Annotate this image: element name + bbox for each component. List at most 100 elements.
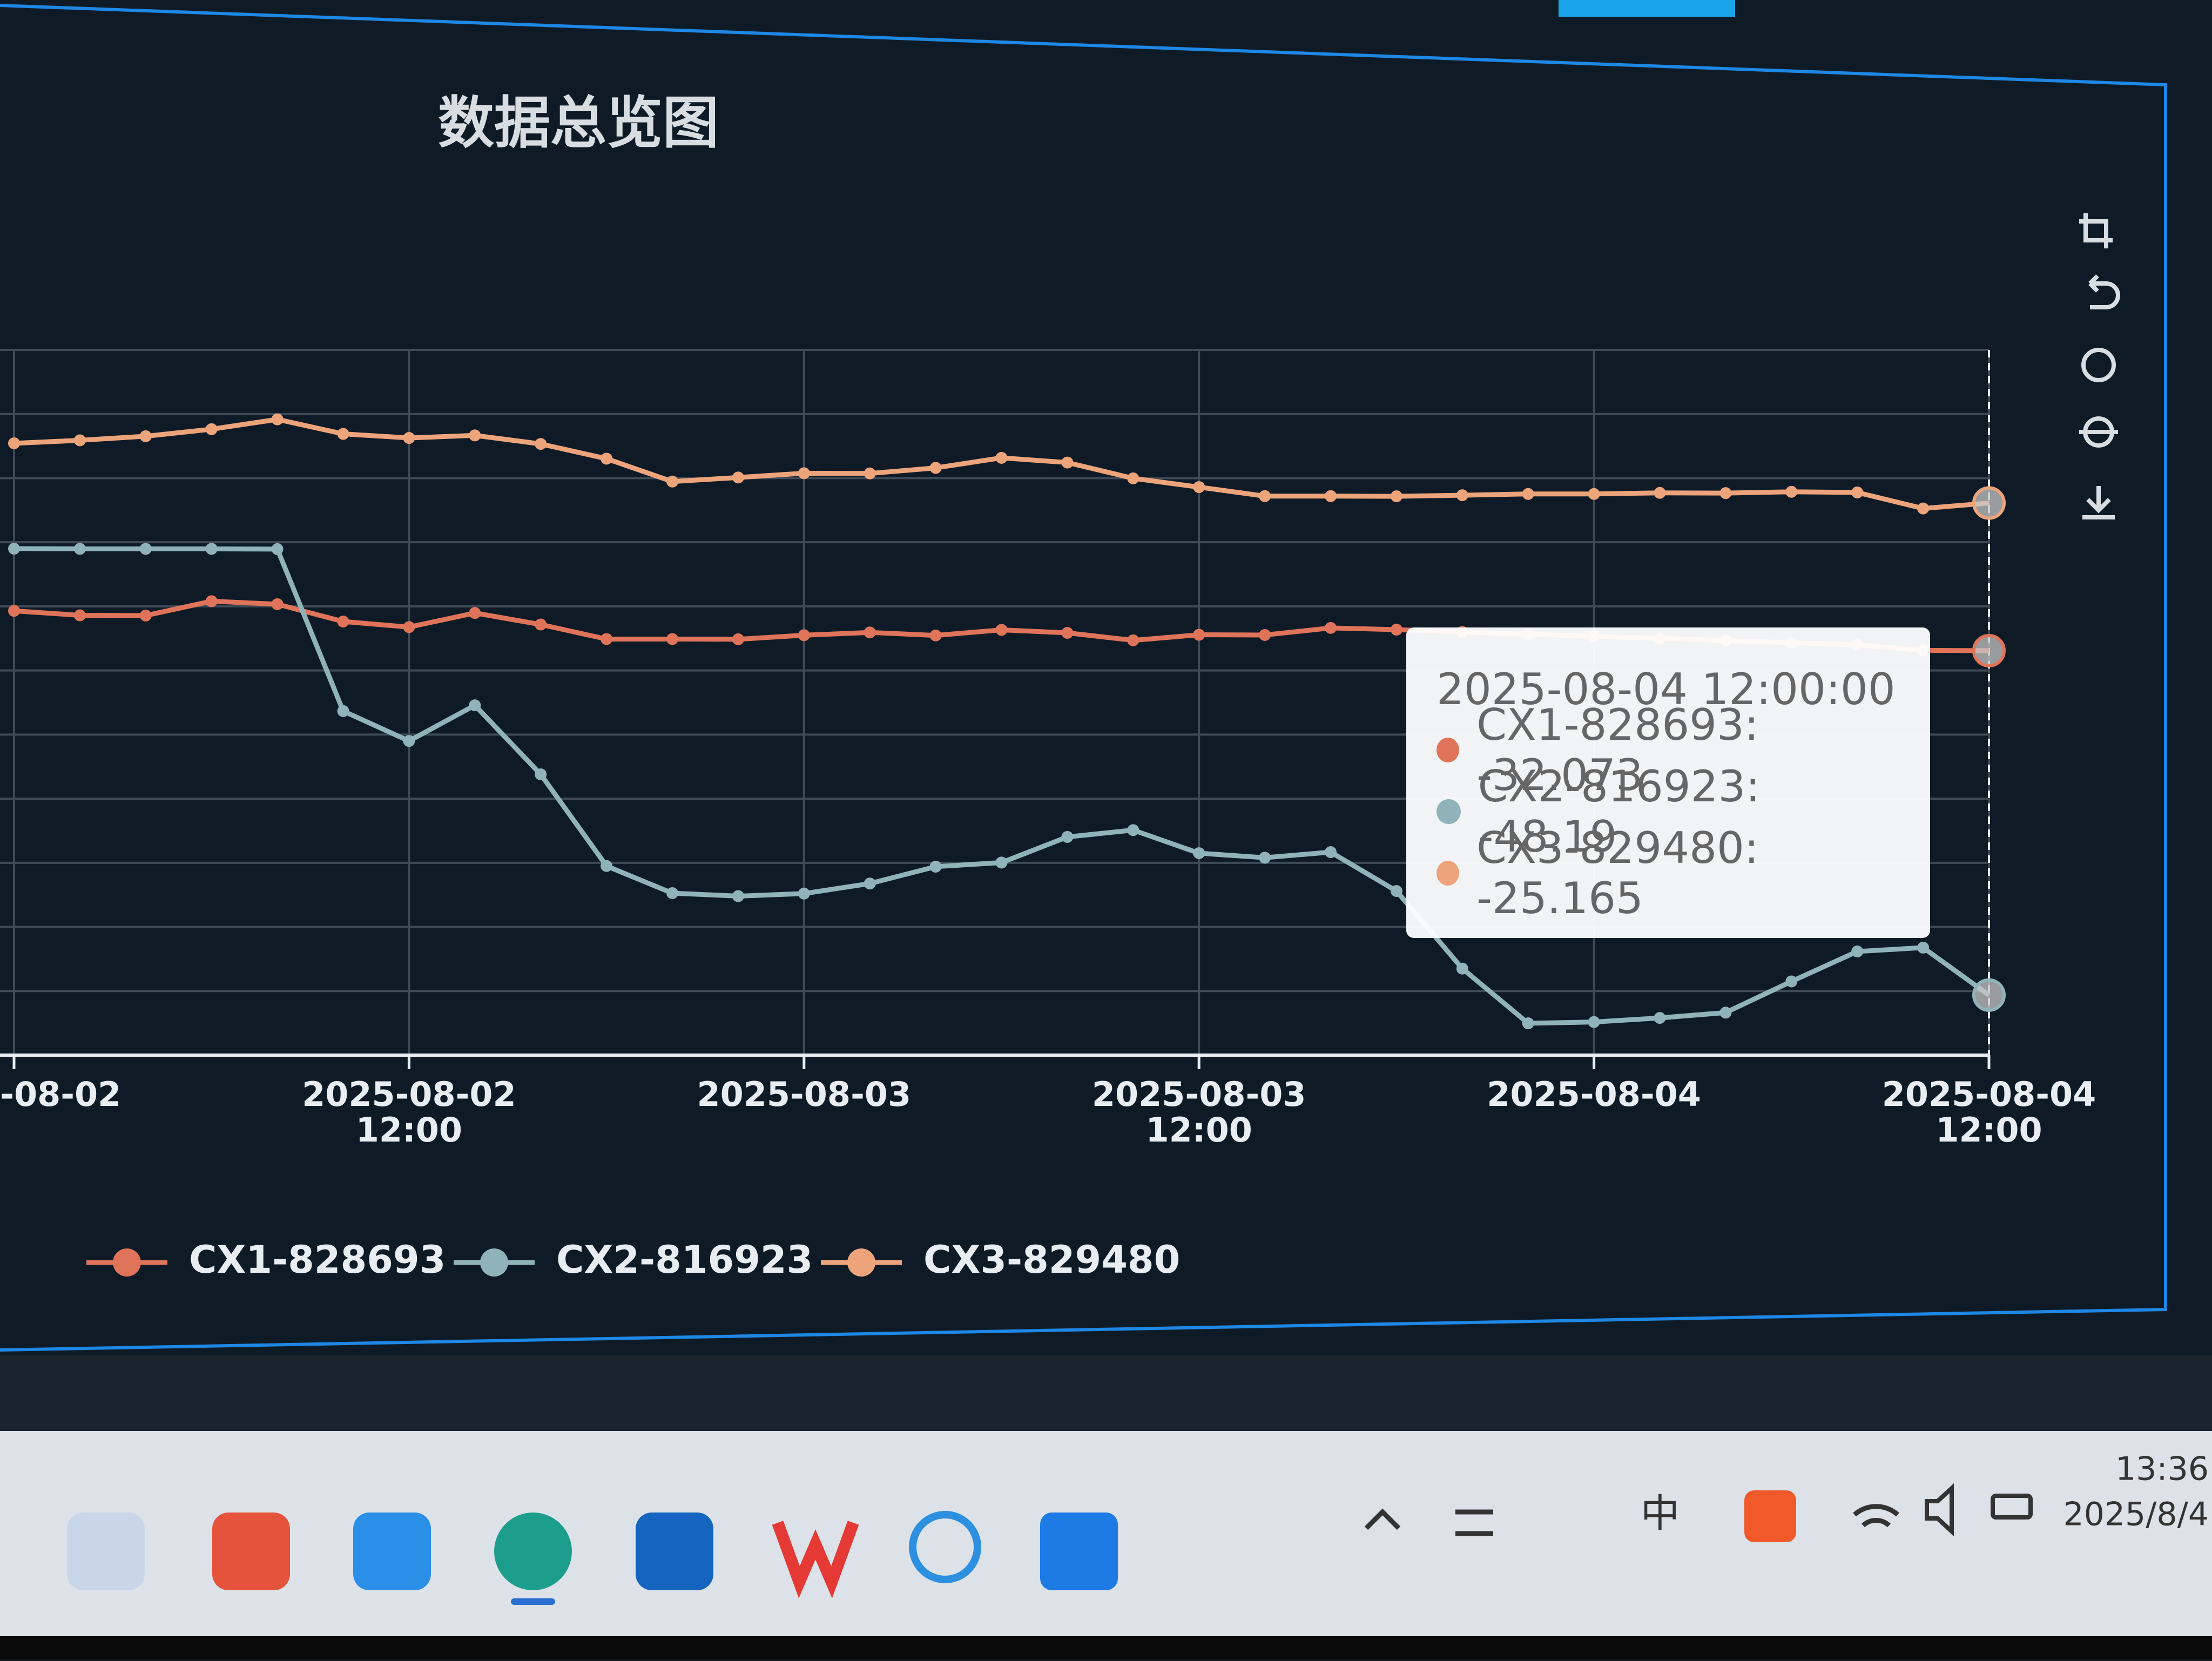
data-point [732, 471, 744, 484]
tray-battery[interactable] [1991, 1494, 2033, 1520]
data-point [205, 423, 218, 435]
data-point [1061, 830, 1074, 843]
data-point [1785, 485, 1798, 498]
data-point [1193, 629, 1205, 641]
toolbox-save[interactable] [2082, 486, 2115, 519]
data-point [1325, 622, 1337, 634]
data-point [601, 633, 613, 645]
data-point [732, 890, 744, 902]
legend-item[interactable]: CX2-816923 [454, 1238, 813, 1282]
data-point [864, 877, 876, 890]
tray-expand[interactable] [1364, 1508, 1401, 1530]
tooltip-row: CX2-816923: -48.19 [1437, 761, 1900, 862]
data-point [1193, 847, 1205, 860]
legend-item[interactable]: CX3-829480 [821, 1238, 1180, 1282]
app-icon[interactable] [909, 1511, 981, 1583]
toolbox [2079, 213, 2120, 519]
app-icon[interactable] [212, 1513, 290, 1590]
data-point [666, 633, 678, 645]
toolbox-zoom[interactable] [2079, 213, 2113, 248]
data-point [1719, 1007, 1732, 1019]
toolbox-reset[interactable] [2079, 416, 2118, 448]
data-point [1390, 624, 1402, 636]
data-point [1061, 626, 1074, 639]
hover-point [1972, 978, 2006, 1012]
data-point [864, 467, 876, 480]
clock-time[interactable]: 13:36 [2115, 1450, 2209, 1488]
panel-border [0, 4, 2167, 1352]
app-icon[interactable] [353, 1513, 431, 1590]
data-point [73, 434, 86, 447]
data-point [1851, 486, 1864, 498]
data-point [139, 609, 152, 622]
data-point [1390, 885, 1402, 897]
legend-item[interactable]: CX1-828693 [86, 1238, 446, 1282]
data-point [732, 633, 744, 645]
data-point [1390, 490, 1402, 503]
data-point [469, 607, 481, 619]
data-point [403, 621, 415, 633]
tray-icon[interactable] [1744, 1490, 1796, 1542]
data-point [798, 887, 810, 900]
app-icon[interactable] [67, 1513, 145, 1590]
bezel [0, 1355, 2212, 1436]
data-point [535, 768, 547, 780]
toolbox-restore[interactable] [2081, 348, 2116, 382]
data-point [1522, 1017, 1534, 1030]
top-button[interactable] [1559, 0, 1735, 17]
data-point [995, 856, 1008, 869]
data-point [337, 616, 349, 628]
app-icon[interactable] [494, 1513, 572, 1590]
data-point [995, 624, 1008, 636]
tooltip-text: CX1-828693: -32.073 [1476, 700, 1759, 800]
legend-marker [113, 1248, 141, 1277]
data-point [1193, 481, 1205, 494]
data-point [8, 543, 20, 555]
data-point [535, 438, 547, 450]
data-point [1259, 629, 1271, 641]
data-point [1654, 1012, 1666, 1024]
x-tick-label: 2025-08-02 [0, 1075, 122, 1114]
tooltip: 2025-08-04 12:00:00 CX1-828693: -32.073 C… [1406, 627, 1930, 938]
data-point [8, 437, 20, 449]
data-point [929, 629, 942, 642]
x-tick-label: 2025-08-04 [1487, 1075, 1701, 1114]
tooltip-text: CX2-816923: -48.19 [1478, 761, 1761, 862]
data-point [1588, 1016, 1600, 1028]
toolbox-back[interactable] [2088, 274, 2120, 309]
taskbar-icons [67, 1483, 2033, 1605]
tooltip-dot [1437, 738, 1460, 762]
hover-point [1972, 486, 2006, 520]
tray-wifi[interactable] [1853, 1504, 1899, 1528]
data-point [1654, 487, 1666, 499]
legend-label: CX2-816923 [556, 1238, 813, 1282]
app-icon[interactable] [1040, 1513, 1118, 1590]
tray-volume[interactable] [1925, 1483, 1954, 1537]
data-point [1259, 490, 1271, 502]
data-point [864, 626, 876, 639]
tray-icon[interactable] [1455, 1509, 1493, 1536]
data-point [205, 543, 218, 555]
app-icon[interactable] [636, 1513, 713, 1590]
clock-date[interactable]: 2025/8/4 [2063, 1496, 2209, 1534]
data-point [205, 595, 218, 607]
data-point [1127, 824, 1139, 836]
legend-marker [480, 1248, 508, 1277]
data-point [1917, 941, 1930, 954]
ime-indicator[interactable]: 中 [1641, 1491, 1680, 1536]
data-point [1522, 488, 1534, 500]
data-point [1785, 975, 1798, 988]
data-point [1127, 634, 1139, 646]
app-icon[interactable] [772, 1521, 859, 1598]
tooltip-row: CX1-828693: -32.073 [1437, 700, 1900, 800]
x-tick-label: 2025-08-03 [697, 1075, 912, 1114]
legend-label: CX1-828693 [189, 1238, 446, 1282]
data-point [1917, 502, 1930, 515]
data-point [1127, 472, 1139, 484]
x-tick-label: 2025-08-03 12:00 [1091, 1075, 1306, 1150]
data-point [1851, 946, 1864, 958]
data-point [1061, 456, 1074, 469]
data-point [601, 860, 613, 872]
data-point [271, 598, 284, 610]
